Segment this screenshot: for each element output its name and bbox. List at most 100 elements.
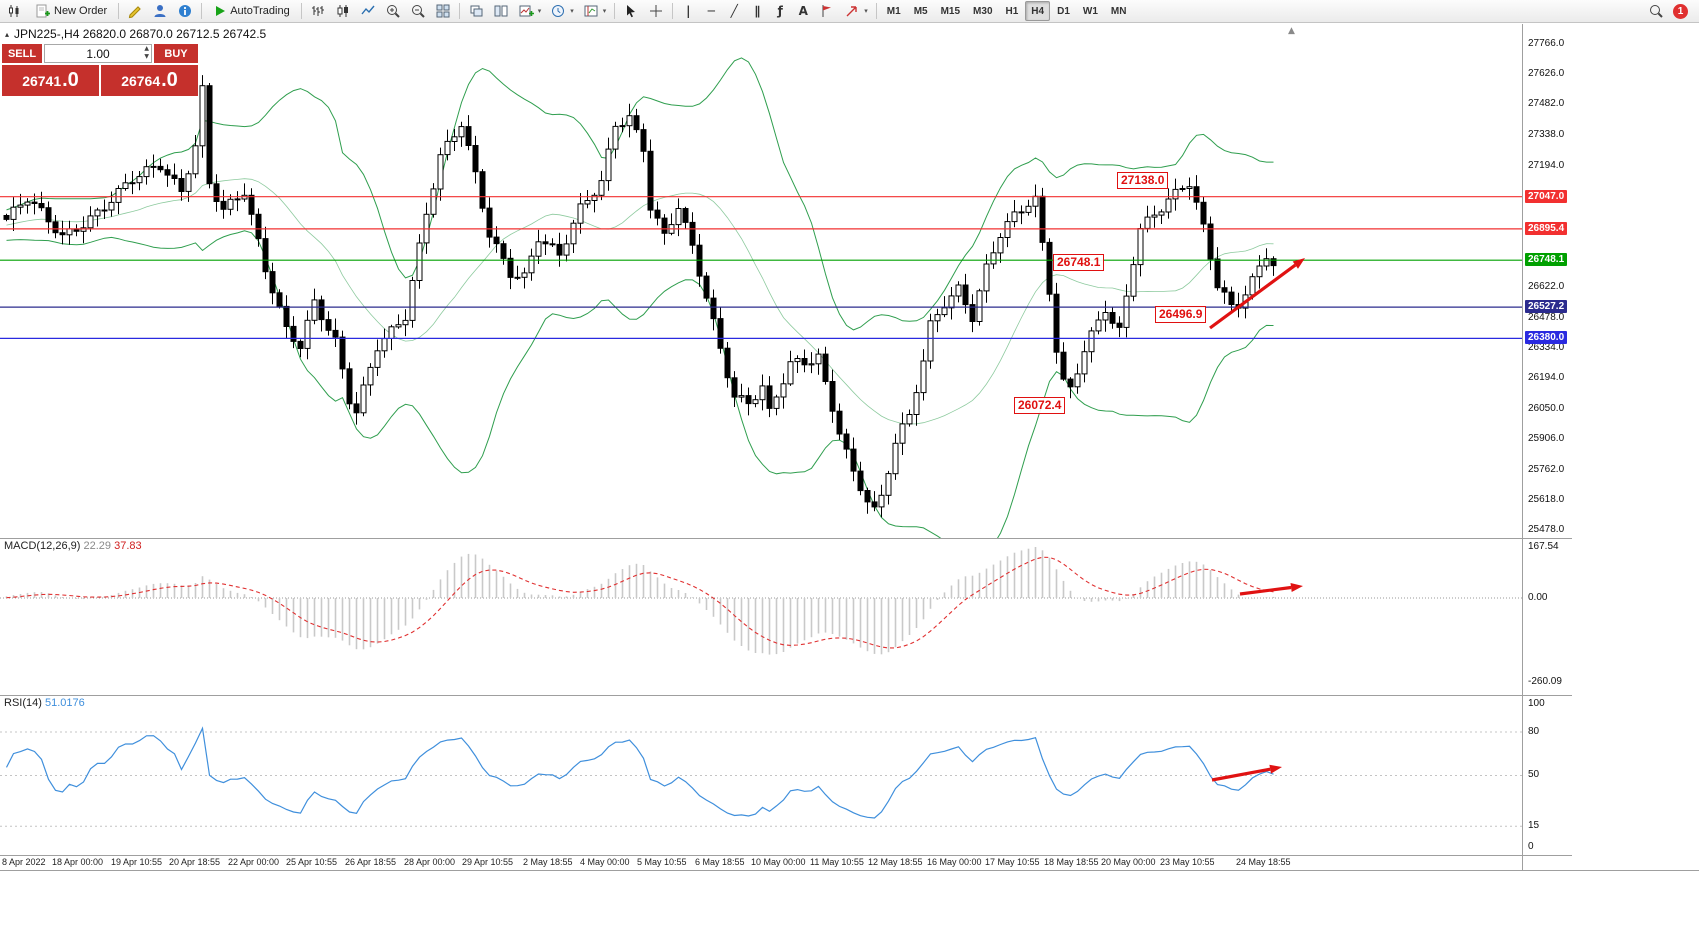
price-line-badge: 26748.1 (1525, 253, 1568, 267)
crosshair-icon (650, 5, 663, 17)
chart-window-icon-button[interactable] (3, 1, 27, 21)
arrow-objects-button[interactable]: ▾ (840, 1, 872, 21)
timeframe-w1-button[interactable]: W1 (1077, 1, 1104, 21)
price-line-badge: 26380.0 (1525, 331, 1568, 345)
time-axis-label: 26 Apr 18:55 (345, 857, 397, 867)
arrow-object-icon (846, 6, 857, 17)
timeframe-h1-button[interactable]: H1 (1000, 1, 1025, 21)
horizontal-line-tool-button[interactable]: ─ (700, 1, 722, 21)
notification-badge[interactable]: 1 (1673, 3, 1688, 19)
price-callout-label[interactable]: 26748.1 (1053, 254, 1105, 271)
price-axis-tick: 25906.0 (1528, 433, 1565, 445)
metaeditor-button[interactable] (123, 1, 147, 21)
timeframe-label: W1 (1082, 5, 1098, 17)
crosshair-button[interactable] (644, 1, 668, 21)
line-chart-button[interactable] (356, 1, 380, 21)
dropdown-arrow-icon: ▾ (602, 7, 607, 15)
price-axis-border (1522, 24, 1523, 870)
macd-title-text: MACD(12,26,9) (4, 540, 81, 552)
time-axis-label: 23 May 10:55 (1160, 857, 1215, 867)
panel-divider[interactable] (0, 695, 1572, 696)
tile-windows-button[interactable] (431, 1, 455, 21)
autotrading-button[interactable]: AutoTrading (206, 1, 297, 21)
new-order-icon (36, 4, 50, 18)
cascade-windows-icon (470, 5, 483, 17)
profiles-button[interactable]: ▾ (546, 1, 578, 21)
one-click-toggle-icon[interactable]: ▴ (5, 29, 10, 39)
vertical-line-tool-button[interactable]: | (677, 1, 699, 21)
text-tool-icon: A (798, 4, 808, 18)
buy-button-small[interactable]: BUY (154, 44, 198, 63)
sell-button-small[interactable]: SELL (2, 44, 42, 63)
volume-input[interactable]: 1.00 ▲ ▼ (44, 44, 152, 63)
zoom-in-button[interactable] (381, 1, 405, 21)
toolbar-separator (300, 3, 302, 19)
timeframe-m30-button[interactable]: M30 (967, 1, 998, 21)
timeframe-m15-button[interactable]: M15 (935, 1, 966, 21)
price-callout-label[interactable]: 26496.9 (1155, 306, 1207, 323)
timeframe-mn-button[interactable]: MN (1105, 1, 1133, 21)
time-axis-label: 25 Apr 10:55 (286, 857, 338, 867)
new-order-button[interactable]: New Order (28, 1, 114, 21)
price-axis-tick: 25618.0 (1528, 494, 1565, 506)
rsi-value: 51.0176 (44, 697, 85, 709)
timeframe-m1-button[interactable]: M1 (881, 1, 907, 21)
candlestick-chart-button[interactable] (331, 1, 355, 21)
price-callout-label[interactable]: 26072.4 (1014, 397, 1066, 414)
sell-price-button[interactable]: 26741.0 (2, 65, 99, 96)
fibonacci-tool-button[interactable]: ƒ (769, 1, 791, 21)
chart-title-text: JPN225-,H4 26820.0 26870.0 26712.5 26742… (14, 27, 267, 41)
time-axis-label: 4 May 00:00 (580, 857, 630, 867)
timeframe-label: H1 (1005, 5, 1019, 17)
rsi-indicator-canvas[interactable] (0, 695, 1522, 855)
cursor-arrow-icon (627, 5, 636, 18)
text-label-tool-button[interactable] (815, 1, 839, 21)
price-axis-tick: 25478.0 (1528, 524, 1565, 535)
text-tool-button[interactable]: A (792, 1, 814, 21)
timeframe-m5-button[interactable]: M5 (908, 1, 934, 21)
panel-divider[interactable] (0, 538, 1572, 539)
timeframe-label: MN (1110, 5, 1127, 17)
cursor-button[interactable] (619, 1, 643, 21)
timeframe-h4-button[interactable]: H4 (1025, 1, 1051, 21)
toolbar-separator (672, 3, 674, 19)
rsi-axis-tick: 100 (1528, 698, 1545, 709)
timeframe-label: D1 (1057, 5, 1070, 17)
timeframe-label: H4 (1031, 5, 1045, 17)
spinner-up-icon[interactable]: ▲ (144, 45, 149, 52)
search-button[interactable] (1644, 1, 1668, 21)
price-axis-tick: 26622.0 (1528, 281, 1565, 292)
templates-button[interactable]: ▾ (579, 1, 611, 21)
tile-vertical-icon (494, 5, 508, 17)
arrange-windows-button[interactable] (464, 1, 488, 21)
community-button[interactable] (148, 1, 172, 21)
price-axis-tick: 27194.0 (1528, 159, 1565, 171)
trendline-tool-button[interactable]: ╱ (723, 1, 745, 21)
chart-title: ▴ JPN225-,H4 26820.0 26870.0 26712.5 267… (5, 27, 266, 41)
macd-axis-tick: -260.09 (1528, 676, 1562, 687)
time-axis-label: 20 Apr 18:55 (169, 857, 221, 867)
new-chart-button[interactable]: ▾ (514, 1, 546, 21)
tile-vertically-button[interactable] (489, 1, 513, 21)
time-axis-label: 12 May 18:55 (868, 857, 923, 867)
template-chart-icon (584, 5, 598, 17)
toolbar-separator (614, 3, 616, 19)
trendline-icon: ╱ (730, 4, 738, 18)
macd-indicator-canvas[interactable] (0, 538, 1522, 695)
price-callout-label[interactable]: 27138.0 (1117, 172, 1169, 189)
time-axis-label: 29 Apr 10:55 (462, 857, 514, 867)
spinner-down-icon[interactable]: ▼ (144, 53, 149, 60)
toolbar-separator (458, 3, 460, 19)
buy-price-button[interactable]: 26764.0 (101, 65, 198, 96)
bar-chart-button[interactable] (306, 1, 330, 21)
channel-tool-button[interactable]: ∥ (746, 1, 768, 21)
timeframe-d1-button[interactable]: D1 (1051, 1, 1076, 21)
volume-spinner[interactable]: ▲ ▼ (144, 45, 149, 61)
help-button[interactable] (173, 1, 197, 21)
price-chart-canvas[interactable] (0, 24, 1522, 538)
channel-icon: ∥ (754, 4, 761, 18)
zoom-out-button[interactable] (406, 1, 430, 21)
metaeditor-icon (129, 6, 141, 19)
macd-axis-tick: 167.54 (1528, 541, 1559, 552)
